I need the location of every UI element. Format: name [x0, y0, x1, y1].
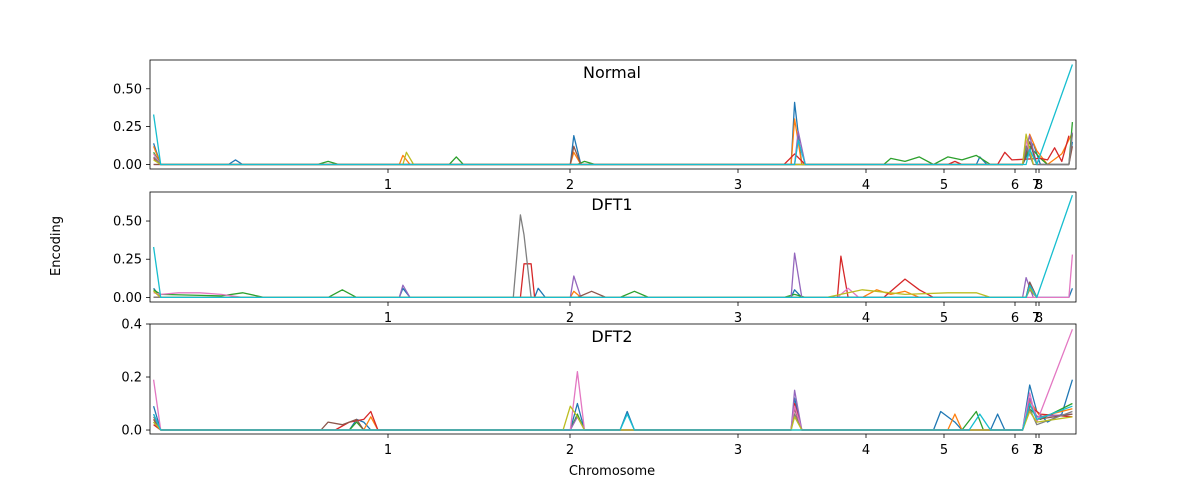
x-tick-label: 2	[566, 311, 574, 326]
plot-frame	[149, 191, 1077, 303]
x-tick-label: 2	[566, 178, 574, 193]
series-line-9	[153, 133, 1034, 166]
series-line-6	[153, 281, 1038, 299]
x-tick-label: 6	[1011, 443, 1019, 458]
series-line-10	[152, 194, 1074, 299]
x-tick-label: 1	[384, 443, 392, 458]
panel-title: Normal	[583, 63, 641, 82]
panel-title: DFT2	[591, 327, 632, 346]
series-line-5	[153, 130, 1074, 166]
x-tick-label: 5	[940, 178, 948, 193]
x-tick-label: 5	[940, 443, 948, 458]
y-tick-label: 0.25	[113, 120, 142, 135]
series-line-2	[153, 284, 1038, 299]
x-tick-label: 3	[734, 311, 742, 326]
series-line-5	[153, 389, 1073, 431]
x-tick-label: 5	[940, 311, 948, 326]
panel-dft2: 0.0 0.2 0.4 1 2 3 4 5 6 78 DFT2	[121, 318, 1077, 458]
series-line-1	[152, 379, 1074, 431]
x-tick-label: 1	[384, 311, 392, 326]
x-tick-label: 3	[734, 443, 742, 458]
x-tick-label: 2	[566, 443, 574, 458]
panel-dft1: 0.00 0.25 0.50 1 2 3 4 5 6 78 DFT1	[113, 191, 1077, 326]
y-tick-label: 0.00	[113, 158, 142, 173]
series-line-1	[152, 101, 1074, 166]
x-tick-label: 6	[1011, 178, 1019, 193]
x-tick-label: 8	[1035, 178, 1043, 193]
series-line-8	[153, 214, 1038, 299]
series-line-10	[153, 402, 1073, 431]
series-line-5	[153, 252, 1034, 299]
x-tick-label: 4	[862, 178, 870, 193]
y-tick-label: 0.2	[121, 371, 142, 386]
series-line-2	[152, 118, 1073, 166]
x-tick-label: 6	[1011, 311, 1019, 326]
x-tick-label: 1	[384, 178, 392, 193]
y-tick-label: 0.50	[113, 215, 142, 230]
y-tick-label: 0.25	[113, 253, 142, 268]
series-line-10	[152, 64, 1074, 166]
y-axis-label: Encoding	[49, 216, 64, 276]
series-group	[152, 194, 1074, 299]
x-tick-label: 4	[862, 443, 870, 458]
x-tick-label: 7	[1032, 443, 1040, 458]
series-line-6	[153, 141, 1074, 166]
plot-frame	[149, 59, 1077, 170]
panel-normal: 0.00 0.25 0.50 1 2 3 4 5 6 78 Normal	[113, 59, 1077, 193]
y-tick-label: 0.4	[121, 318, 142, 333]
plot-frame	[149, 323, 1077, 435]
x-tick-label: 8	[1035, 311, 1043, 326]
series-line-7	[153, 254, 1074, 299]
series-line-1	[153, 281, 1074, 299]
y-tick-label: 0.0	[121, 424, 142, 439]
series-line-4	[153, 135, 1070, 166]
panel-title: DFT1	[591, 195, 632, 214]
series-group	[152, 329, 1074, 431]
x-axis-label: Chromosome	[569, 464, 655, 479]
x-tick-label: 7	[1032, 178, 1040, 193]
x-tick-label: 4	[862, 311, 870, 326]
x-tick-label: 8	[1035, 443, 1043, 458]
y-tick-label: 0.50	[113, 82, 142, 97]
series-group	[152, 64, 1074, 166]
series-line-8	[153, 134, 1074, 166]
x-tick-label: 3	[734, 178, 742, 193]
y-tick-label: 0.00	[113, 291, 142, 306]
x-tick-label: 7	[1032, 311, 1040, 326]
series-line-3	[153, 122, 1074, 166]
